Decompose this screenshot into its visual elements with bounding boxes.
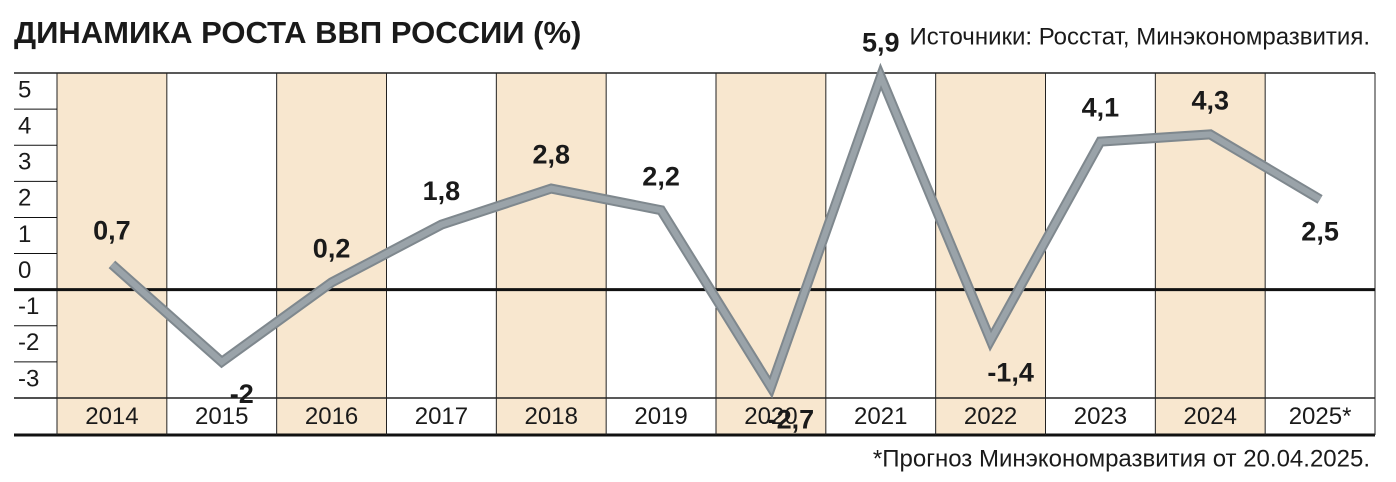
- data-label: 5,9: [862, 28, 900, 58]
- data-label: 2,2: [642, 161, 680, 191]
- footnote: *Прогноз Минэкономразвития от 20.04.2025…: [873, 445, 1370, 472]
- y-tick-label: 3: [18, 149, 31, 176]
- x-tick-label: 2025*: [1289, 403, 1352, 430]
- column-band: [57, 73, 167, 435]
- data-label: 2,8: [532, 140, 570, 170]
- data-label: 0,7: [93, 216, 131, 246]
- column-band: [496, 73, 607, 435]
- data-label: 4,3: [1191, 86, 1229, 116]
- x-tick-label: 2015: [195, 403, 248, 430]
- x-tick-label: 2024: [1184, 403, 1237, 430]
- chart-title: ДИНАМИКА РОСТА ВВП РОССИИ (%): [14, 15, 581, 50]
- x-tick-label: 2023: [1074, 403, 1127, 430]
- data-label: -2: [230, 379, 254, 409]
- x-tick-label: 2017: [415, 403, 468, 430]
- data-label: -2,7: [768, 404, 815, 434]
- x-tick-label: 2021: [854, 403, 907, 430]
- data-label: 1,8: [423, 176, 461, 206]
- data-label: 2,5: [1301, 217, 1339, 247]
- data-label: 4,1: [1082, 93, 1120, 123]
- x-tick-label: 2020: [744, 403, 797, 430]
- y-tick-label: 4: [18, 113, 31, 140]
- source: Источники: Росстат, Минэкономразвития.: [910, 23, 1370, 50]
- x-tick-label: 2016: [305, 403, 358, 430]
- data-label: 0,2: [313, 234, 351, 264]
- x-tick-label: 2022: [964, 403, 1017, 430]
- y-tick-label: 1: [18, 221, 31, 248]
- x-tick-label: 2019: [634, 403, 687, 430]
- column-band: [276, 73, 387, 435]
- y-tick-label: 2: [18, 185, 31, 212]
- y-tick-label: 0: [18, 257, 31, 284]
- data-label: -1,4: [987, 357, 1034, 387]
- y-tick-label: 5: [18, 76, 31, 103]
- column-band: [1155, 73, 1266, 435]
- x-tick-label: 2014: [85, 403, 138, 430]
- y-tick-label: -2: [18, 329, 39, 356]
- x-tick-label: 2018: [525, 403, 578, 430]
- line: [109, 68, 1322, 395]
- y-tick-label: -3: [18, 365, 39, 392]
- y-tick-label: -1: [18, 293, 39, 320]
